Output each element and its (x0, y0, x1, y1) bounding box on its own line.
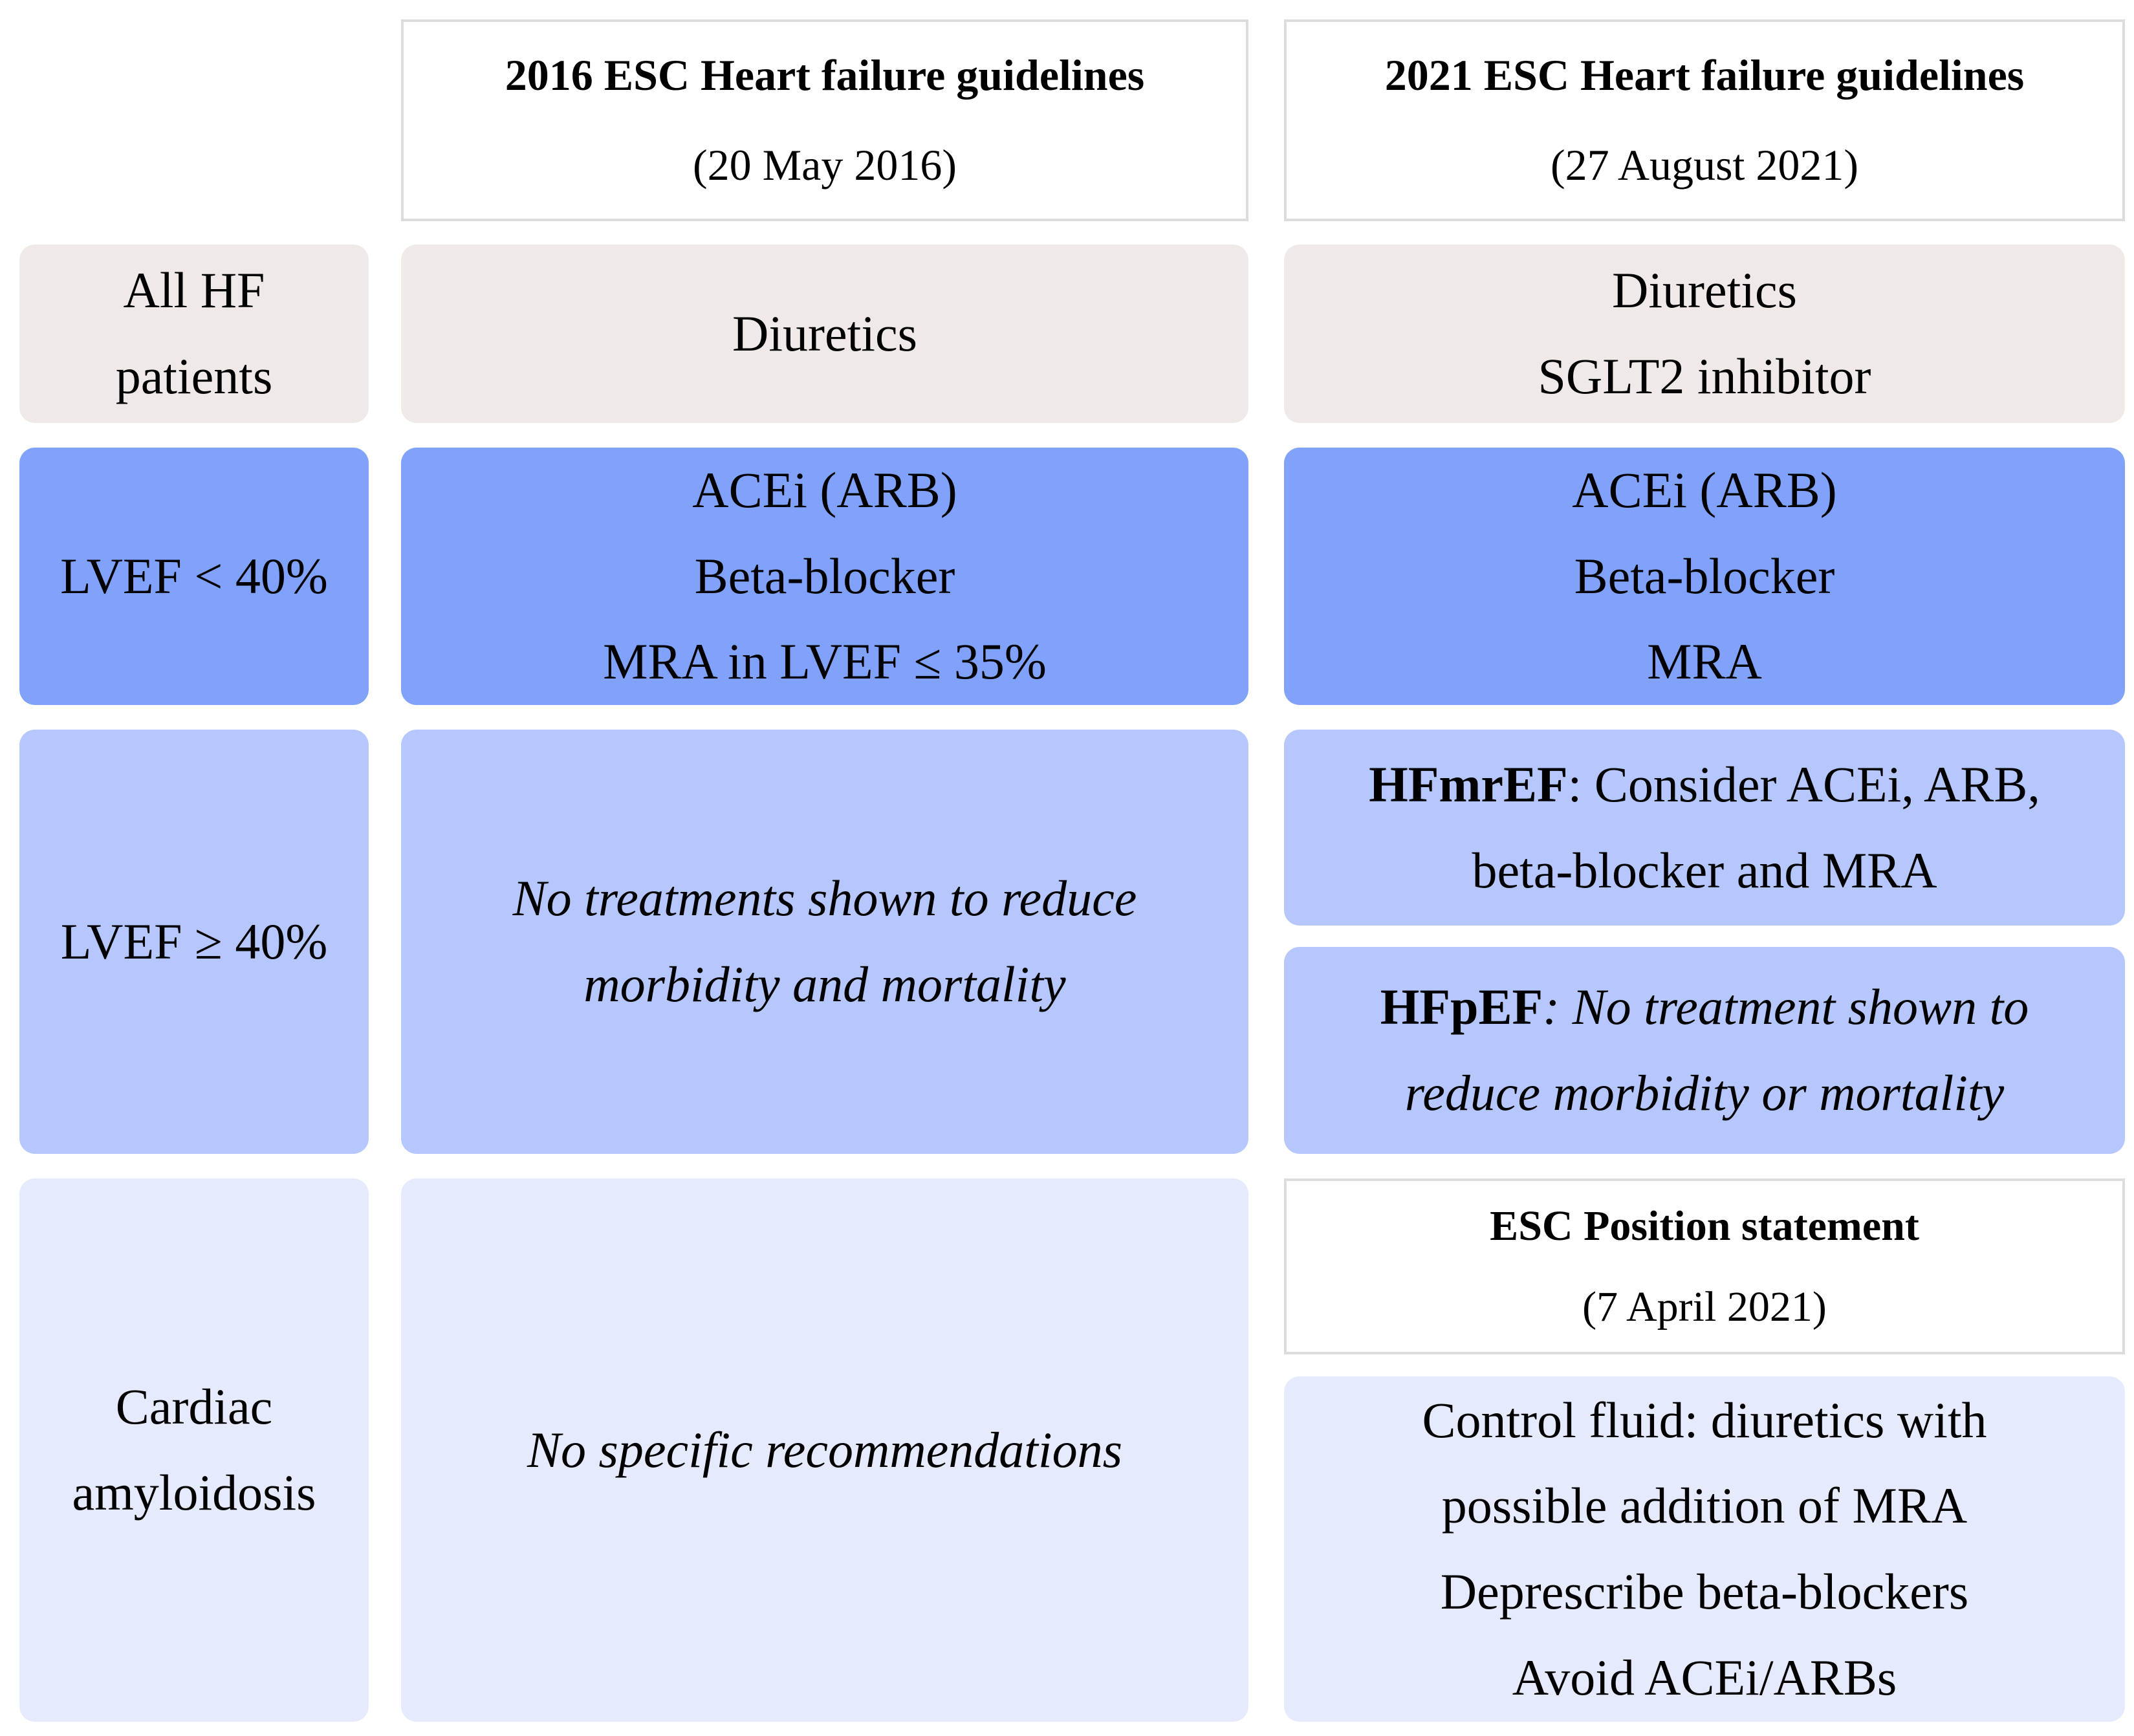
cell-all-hf-2021: Diuretics SGLT2 inhibitor (1284, 244, 2125, 423)
cell-amyloidosis-2016: No specific recommendations (401, 1178, 1248, 1722)
hfpef-recommendation: : No treatment shown to reduce morbidity… (1404, 979, 2029, 1121)
cell-lvef-lt-40-2021: ACEi (ARB) Beta-blocker MRA (1284, 448, 2125, 705)
hfpef-label: HFpEF (1380, 979, 1543, 1036)
row-label-lvef-lt-40-text: LVEF < 40% (60, 547, 328, 604)
row-label-lvef-ge-40-text: LVEF ≥ 40% (60, 913, 328, 970)
cell-lvef-ge-40-2016-text: No treatments shown to reduce morbidity … (512, 870, 1137, 1012)
header-2021-title: 2021 ESC Heart failure guidelines (1384, 50, 2025, 100)
cell-hfpef-2021-text: HFpEF: No treatment shown to reduce morb… (1367, 964, 2041, 1136)
cell-amyloidosis-2021-text: Control fluid: diuretics with possible a… (1422, 1391, 1987, 1706)
row-label-lvef-lt-40: LVEF < 40% (19, 448, 369, 705)
cell-all-hf-2016: Diuretics (401, 244, 1248, 423)
hfmref-label: HFmrEF (1369, 755, 1568, 812)
cell-all-hf-2016-text: Diuretics (732, 305, 917, 362)
header-2016-guidelines: 2016 ESC Heart failure guidelines (20 Ma… (401, 19, 1248, 221)
row-label-all-hf-text: All HF patients (115, 262, 273, 404)
cell-amyloidosis-2021: Control fluid: diuretics with possible a… (1284, 1376, 2125, 1722)
cell-all-hf-2021-text: Diuretics SGLT2 inhibitor (1538, 262, 1871, 404)
cell-hfmref-2021-text: HFmrEF: Consider ACEi, ARB, beta-blocker… (1356, 742, 2053, 913)
row-label-cardiac-amyloidosis-text: Cardiac amyloidosis (72, 1378, 316, 1521)
header-2021-date: (27 August 2021) (1551, 140, 1858, 190)
cell-lvef-lt-40-2016: ACEi (ARB) Beta-blocker MRA in LVEF ≤ 35… (401, 448, 1248, 705)
row-label-lvef-ge-40: LVEF ≥ 40% (19, 730, 369, 1154)
cell-lvef-lt-40-2021-text: ACEi (ARB) Beta-blocker MRA (1572, 462, 1837, 690)
cell-amyloidosis-2016-text: No specific recommendations (527, 1421, 1122, 1478)
header-2016-date: (20 May 2016) (693, 140, 957, 190)
row-label-cardiac-amyloidosis: Cardiac amyloidosis (19, 1178, 369, 1722)
header-2021-guidelines: 2021 ESC Heart failure guidelines (27 Au… (1284, 19, 2125, 221)
cell-lvef-ge-40-2016: No treatments shown to reduce morbidity … (401, 730, 1248, 1154)
header-2016-title: 2016 ESC Heart failure guidelines (505, 50, 1145, 100)
hfmref-recommendation: : Consider ACEi, ARB, beta-blocker and M… (1472, 755, 2040, 898)
esc-position-statement-date: (7 April 2021) (1582, 1283, 1827, 1330)
row-label-all-hf-patients: All HF patients (19, 244, 369, 423)
cell-hfpef-2021: HFpEF: No treatment shown to reduce morb… (1284, 947, 2125, 1154)
cell-lvef-lt-40-2016-text: ACEi (ARB) Beta-blocker MRA in LVEF ≤ 35… (603, 462, 1047, 690)
esc-position-statement-box: ESC Position statement (7 April 2021) (1284, 1178, 2125, 1354)
esc-position-statement-title: ESC Position statement (1490, 1202, 1919, 1250)
cell-hfmref-2021: HFmrEF: Consider ACEi, ARB, beta-blocker… (1284, 730, 2125, 926)
